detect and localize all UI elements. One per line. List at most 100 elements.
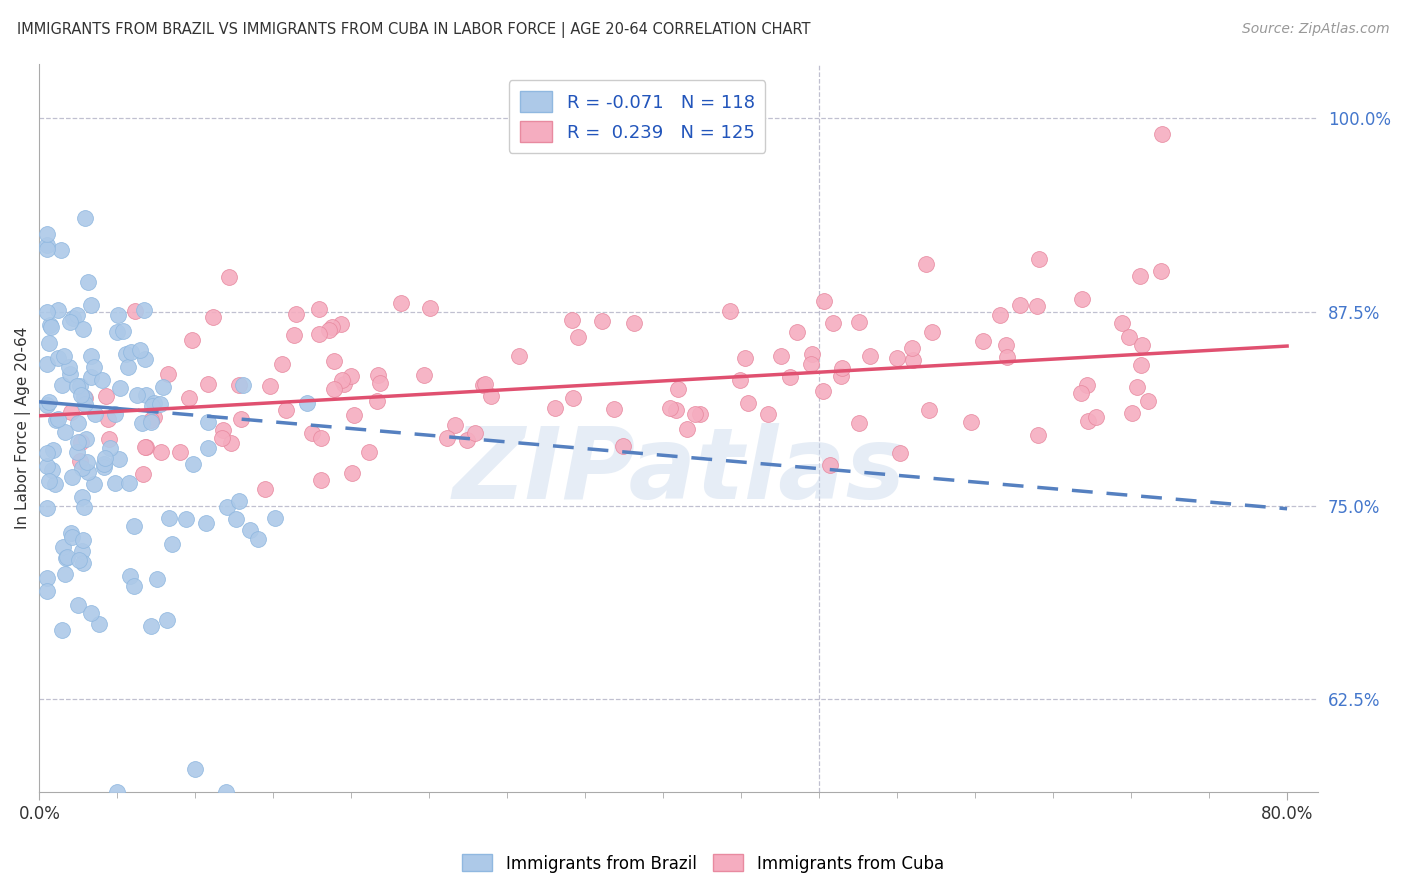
Point <box>108 451 131 466</box>
Point <box>37 399 59 413</box>
Point <box>734 351 756 365</box>
Point <box>120 344 142 359</box>
Point <box>104 407 127 421</box>
Point <box>419 301 441 315</box>
Point <box>70 490 93 504</box>
Point <box>1118 329 1140 343</box>
Point <box>37 242 59 256</box>
Point <box>309 473 332 487</box>
Point <box>141 399 163 413</box>
Point <box>53 349 76 363</box>
Point <box>285 307 308 321</box>
Point <box>779 369 801 384</box>
Point <box>737 396 759 410</box>
Point <box>124 304 146 318</box>
Point <box>689 407 711 421</box>
Point <box>995 350 1018 364</box>
Point <box>820 458 842 472</box>
Point <box>118 569 141 583</box>
Point <box>1111 316 1133 330</box>
Point <box>959 415 981 429</box>
Point <box>75 432 97 446</box>
Point <box>44 477 66 491</box>
Point <box>464 426 486 441</box>
Point <box>333 377 356 392</box>
Point <box>73 211 96 225</box>
Point <box>157 367 180 381</box>
Point <box>1150 264 1173 278</box>
Point <box>1070 292 1092 306</box>
Point <box>37 357 59 371</box>
Point <box>66 379 89 393</box>
Point <box>217 500 239 515</box>
Point <box>37 238 59 252</box>
Point <box>94 451 117 466</box>
Point <box>180 334 202 348</box>
Point <box>83 359 105 374</box>
Point <box>202 310 225 325</box>
Point <box>37 583 59 598</box>
Point <box>42 443 65 458</box>
Point <box>436 431 458 445</box>
Point <box>1008 298 1031 312</box>
Point <box>994 338 1017 352</box>
Point <box>128 343 150 358</box>
Point <box>160 536 183 550</box>
Point <box>52 541 75 555</box>
Point <box>98 432 121 446</box>
Point <box>60 525 83 540</box>
Point <box>152 380 174 394</box>
Point <box>135 388 157 402</box>
Point <box>914 257 936 271</box>
Point <box>80 606 103 620</box>
Point <box>308 326 330 341</box>
Point <box>368 376 391 391</box>
Point <box>46 303 69 318</box>
Point <box>823 316 845 330</box>
Point <box>117 359 139 374</box>
Point <box>859 349 882 363</box>
Point <box>246 533 269 547</box>
Point <box>1026 427 1049 442</box>
Point <box>66 417 89 431</box>
Point <box>543 401 565 415</box>
Point <box>67 553 90 567</box>
Point <box>76 455 98 469</box>
Point <box>1121 406 1143 420</box>
Point <box>194 516 217 530</box>
Point <box>131 467 153 482</box>
Point <box>848 315 870 329</box>
Point <box>70 388 93 402</box>
Point <box>51 378 73 392</box>
Point <box>69 378 91 392</box>
Point <box>800 358 823 372</box>
Point <box>72 533 94 547</box>
Point <box>37 446 59 460</box>
Point <box>84 407 107 421</box>
Point <box>1025 299 1047 313</box>
Point <box>212 423 235 437</box>
Point <box>122 579 145 593</box>
Point <box>728 373 751 387</box>
Point <box>80 349 103 363</box>
Point <box>232 378 254 392</box>
Point <box>813 294 835 309</box>
Point <box>239 523 262 537</box>
Point <box>117 475 139 490</box>
Point <box>91 373 114 387</box>
Point <box>58 360 80 375</box>
Point <box>72 390 94 404</box>
Point <box>676 422 699 436</box>
Point <box>321 319 343 334</box>
Point <box>41 463 63 477</box>
Point <box>73 397 96 411</box>
Legend: Immigrants from Brazil, Immigrants from Cuba: Immigrants from Brazil, Immigrants from … <box>456 847 950 880</box>
Point <box>800 347 823 361</box>
Point <box>259 379 281 393</box>
Text: IMMIGRANTS FROM BRAZIL VS IMMIGRANTS FROM CUBA IN LABOR FORCE | AGE 20-64 CORREL: IMMIGRANTS FROM BRAZIL VS IMMIGRANTS FRO… <box>17 22 810 38</box>
Point <box>1152 127 1174 141</box>
Point <box>98 441 121 455</box>
Point <box>66 445 89 459</box>
Point <box>197 376 219 391</box>
Point <box>37 227 59 241</box>
